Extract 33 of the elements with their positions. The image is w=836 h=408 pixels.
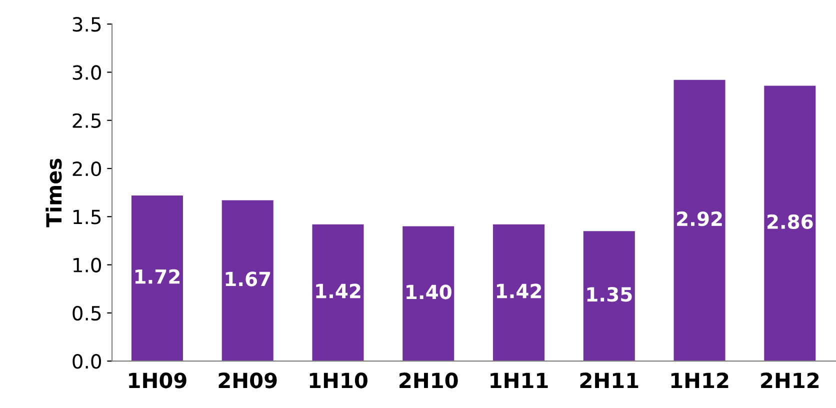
bar — [131, 195, 183, 362]
data-label: 2.92 — [677, 211, 722, 226]
bar — [222, 200, 274, 362]
x-tick-label: 1H10 — [310, 372, 368, 388]
bar — [583, 231, 635, 362]
data-label: 2.86 — [767, 214, 813, 230]
x-tick-label: 1H12 — [671, 372, 728, 388]
data-label: 1.40 — [406, 284, 452, 300]
x-tick-label: 2H12 — [761, 372, 819, 388]
y-axis-title: Times — [46, 158, 62, 228]
bar — [764, 86, 816, 362]
y-tick-label: 0.5 — [72, 306, 101, 321]
y-tick-label: 3.0 — [72, 65, 102, 80]
data-label: 1.42 — [496, 284, 542, 298]
x-tick-label: 2H09 — [218, 372, 277, 388]
y-tick-label: 2.5 — [72, 113, 101, 128]
bar — [492, 224, 545, 362]
y-tick-label: 1.5 — [74, 210, 101, 224]
x-tick-label: 1H09 — [129, 372, 186, 388]
y-tick-label: 0.0 — [72, 354, 102, 369]
bar — [674, 80, 726, 362]
x-tick-label: 2H10 — [400, 372, 458, 388]
data-label: 1.35 — [587, 287, 632, 302]
data-label: 1.72 — [135, 269, 180, 284]
bar — [402, 226, 454, 362]
bar — [312, 224, 364, 362]
y-tick-label: 2.0 — [72, 161, 102, 176]
data-label: 1.42 — [316, 284, 360, 298]
x-tick-label: 1H11 — [490, 372, 548, 388]
x-tick-label: 2H11 — [580, 372, 638, 388]
data-label: 1.67 — [226, 272, 270, 286]
y-tick-label: 3.5 — [72, 17, 101, 32]
y-tick-label: 1.0 — [74, 258, 102, 272]
